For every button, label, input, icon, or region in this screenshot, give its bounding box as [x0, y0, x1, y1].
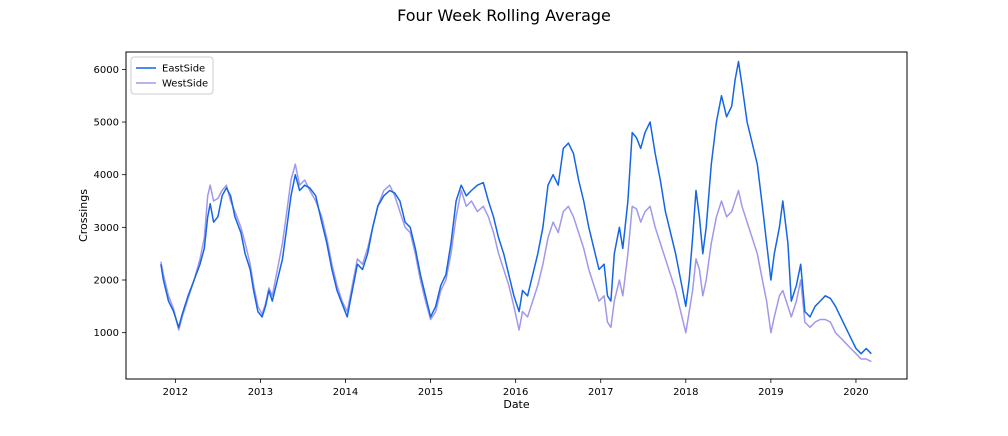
series-layer [160, 60, 872, 363]
y-tick-label: 6000 [94, 65, 119, 76]
x-tick-label: 2019 [758, 387, 783, 398]
x-axis-label: Date [503, 398, 530, 411]
y-tick-label: 5000 [94, 118, 119, 129]
chart-title: Four Week Rolling Average [397, 6, 611, 25]
x-tick-label: 2013 [248, 387, 273, 398]
x-tick-label: 2014 [333, 387, 358, 398]
legend-box [130, 56, 214, 95]
legend-label-westside: WestSide [162, 79, 208, 90]
y-tick-label: 4000 [94, 170, 119, 181]
y-tick-label: 1000 [94, 328, 119, 339]
series-line-eastside [160, 60, 872, 355]
y-axis-label: Crossings [77, 189, 90, 242]
x-tick-label: 2015 [418, 387, 443, 398]
x-tick-label: 2020 [843, 387, 868, 398]
x-tick-label: 2012 [163, 387, 188, 398]
legend: EastSide WestSide [130, 56, 214, 95]
y-tick-label: 2000 [94, 276, 119, 287]
plot-area-frame [125, 51, 908, 380]
series-line-westside [160, 163, 872, 363]
y-tick-label: 3000 [94, 223, 119, 234]
x-tick-label: 2017 [588, 387, 613, 398]
x-tick-label: 2018 [673, 387, 698, 398]
x-axis: 2012 2013 2014 2015 2016 2017 2018 2019 2020 [163, 379, 869, 398]
y-axis: 1000 2000 3000 4000 5000 6000 [94, 65, 126, 339]
x-tick-label: 2016 [503, 387, 528, 398]
legend-label-eastside: EastSide [162, 64, 205, 75]
